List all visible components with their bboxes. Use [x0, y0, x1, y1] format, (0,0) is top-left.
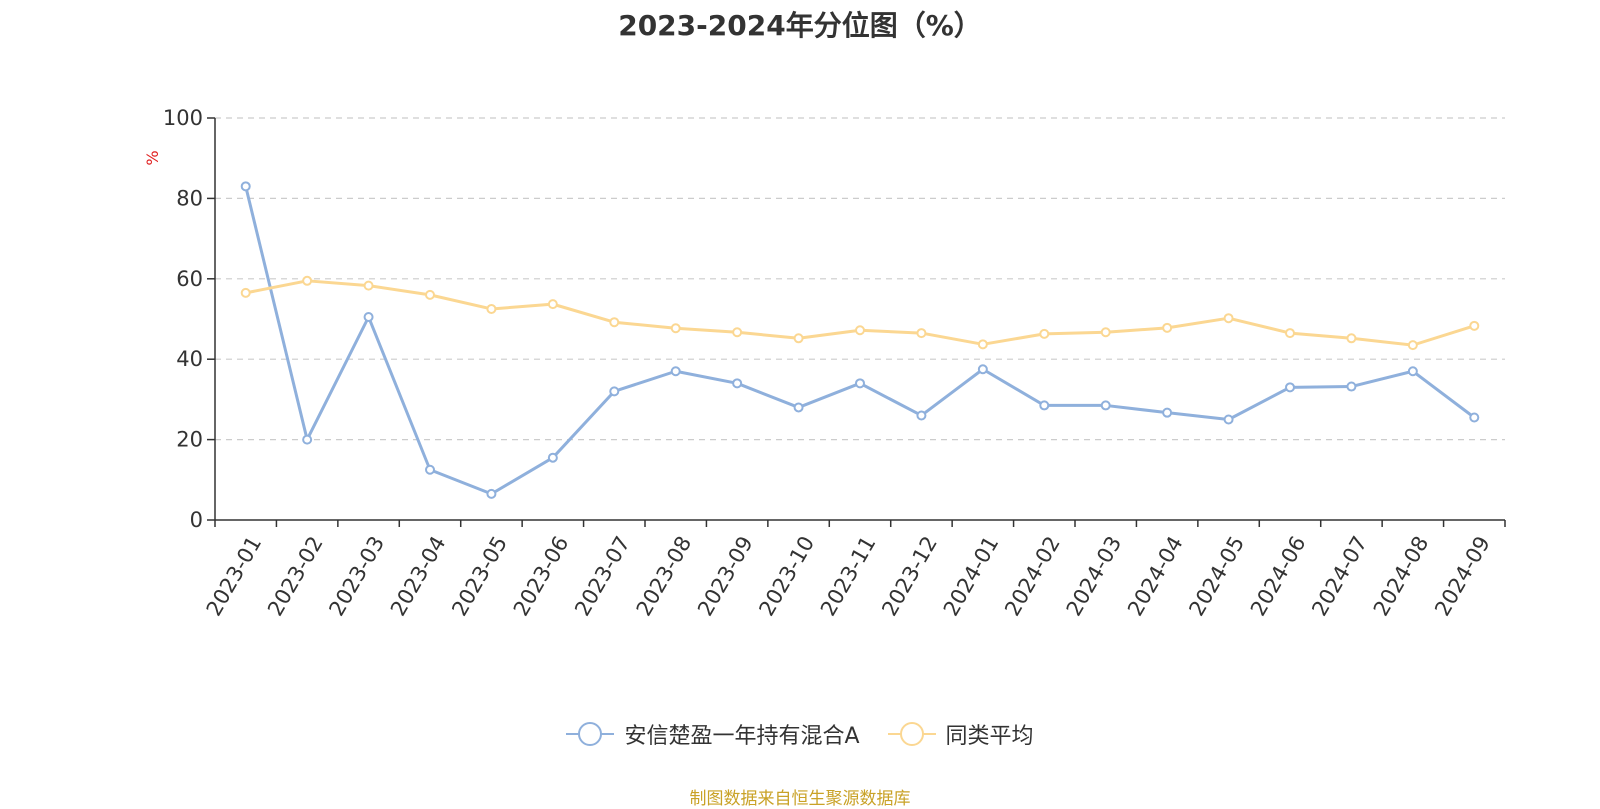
source-note: 制图数据来自恒生聚源数据库 — [689, 789, 911, 809]
x-tick-label: 2024-06 — [1246, 532, 1311, 620]
x-tick-label: 2024-02 — [1000, 532, 1065, 620]
x-tick-label: 2023-12 — [877, 532, 942, 620]
data-point[interactable] — [1346, 381, 1357, 392]
data-point[interactable] — [1285, 382, 1295, 393]
legend-swatch-series-1 — [566, 721, 615, 747]
data-point[interactable] — [1346, 333, 1357, 344]
x-tick-label: 2024-01 — [939, 532, 1004, 620]
data-point[interactable] — [1162, 322, 1173, 333]
x-tick-label: 2024-08 — [1369, 532, 1434, 620]
series — [240, 181, 1480, 499]
data-point[interactable] — [302, 434, 313, 445]
data-point[interactable] — [1285, 328, 1295, 339]
data-point[interactable] — [732, 327, 743, 338]
series-line — [244, 185, 1476, 496]
data-point[interactable] — [916, 410, 927, 421]
series-2 — [240, 275, 1480, 351]
data-point[interactable] — [1469, 412, 1480, 423]
data-point[interactable] — [670, 323, 681, 334]
data-point[interactable] — [240, 287, 251, 298]
legend-item-series-1[interactable]: 安信楚盈一年持有混合A — [566, 718, 860, 750]
data-point[interactable] — [486, 488, 497, 499]
x-tick-label: 2023-08 — [632, 532, 697, 620]
x-tick-label: 2023-10 — [754, 532, 819, 620]
x-tick-label: 2023-02 — [263, 532, 328, 620]
data-point[interactable] — [670, 366, 681, 377]
data-point[interactable] — [1039, 328, 1050, 339]
data-point[interactable] — [425, 464, 435, 475]
data-point[interactable] — [363, 280, 374, 291]
x-tick-label: 2023-11 — [816, 532, 881, 620]
axes — [207, 117, 1506, 527]
data-point[interactable] — [1100, 400, 1111, 411]
grid-lines — [215, 117, 1505, 441]
x-tick-label: 2023-01 — [202, 532, 267, 620]
x-tick-label: 2024-05 — [1184, 532, 1249, 620]
x-tick-label: 2024-07 — [1307, 532, 1372, 620]
data-point[interactable] — [1407, 366, 1418, 377]
data-point[interactable] — [793, 402, 804, 413]
data-point[interactable] — [1407, 340, 1418, 351]
x-tick-label: 2024-09 — [1430, 532, 1495, 620]
data-point[interactable] — [977, 364, 988, 375]
legend-swatch-series-2 — [887, 721, 936, 747]
data-point[interactable] — [1162, 407, 1173, 418]
y-tick-labels: 0 20 40 60 80 100 — [163, 106, 203, 532]
data-point[interactable] — [547, 299, 558, 310]
x-tick-labels: 2023-012023-022023-032023-042023-052023-… — [202, 532, 1495, 620]
legend-item-series-2[interactable]: 同类平均 — [887, 718, 1034, 750]
data-point[interactable] — [1039, 400, 1050, 411]
y-tick-label: 0 — [190, 508, 203, 532]
data-point[interactable] — [1469, 320, 1480, 331]
data-point[interactable] — [732, 378, 743, 389]
legend: 安信楚盈一年持有混合A 同类平均 — [0, 718, 1600, 750]
x-tick-label: 2024-04 — [1123, 532, 1188, 620]
y-tick-label: 40 — [176, 347, 203, 371]
x-tick-label: 2023-05 — [447, 532, 512, 620]
y-tick-label: 20 — [176, 428, 203, 452]
data-point[interactable] — [977, 339, 988, 350]
data-point[interactable] — [793, 333, 804, 344]
x-tick-label: 2023-03 — [324, 532, 389, 620]
data-point[interactable] — [363, 311, 374, 322]
y-tick-label: 100 — [163, 106, 203, 130]
x-tick-label: 2023-09 — [693, 532, 758, 620]
legend-label-series-2: 同类平均 — [945, 724, 1034, 749]
series-1 — [240, 181, 1480, 499]
data-point[interactable] — [1223, 414, 1234, 425]
data-point[interactable] — [547, 452, 558, 463]
data-point[interactable] — [240, 181, 251, 192]
y-tick-label: 60 — [176, 267, 203, 291]
legend-label-series-1: 安信楚盈一年持有混合A — [624, 724, 860, 749]
data-point[interactable] — [609, 386, 620, 397]
data-point[interactable] — [1223, 313, 1234, 324]
x-tick-label: 2024-03 — [1062, 532, 1127, 620]
data-point[interactable] — [609, 317, 620, 328]
data-point[interactable] — [302, 275, 313, 286]
x-tick-label: 2023-04 — [386, 532, 451, 620]
data-point[interactable] — [916, 328, 927, 339]
data-point[interactable] — [1100, 327, 1111, 338]
data-point[interactable] — [855, 325, 865, 336]
data-point[interactable] — [486, 303, 497, 314]
data-point[interactable] — [425, 289, 435, 300]
chart-title: 2023-2024年分位图（%） — [618, 9, 982, 42]
x-tick-label: 2023-07 — [570, 532, 635, 620]
y-tick-label: 80 — [176, 186, 203, 210]
y-axis-unit-label: % — [143, 150, 162, 165]
x-tick-label: 2023-06 — [509, 532, 574, 620]
data-point[interactable] — [855, 378, 865, 389]
